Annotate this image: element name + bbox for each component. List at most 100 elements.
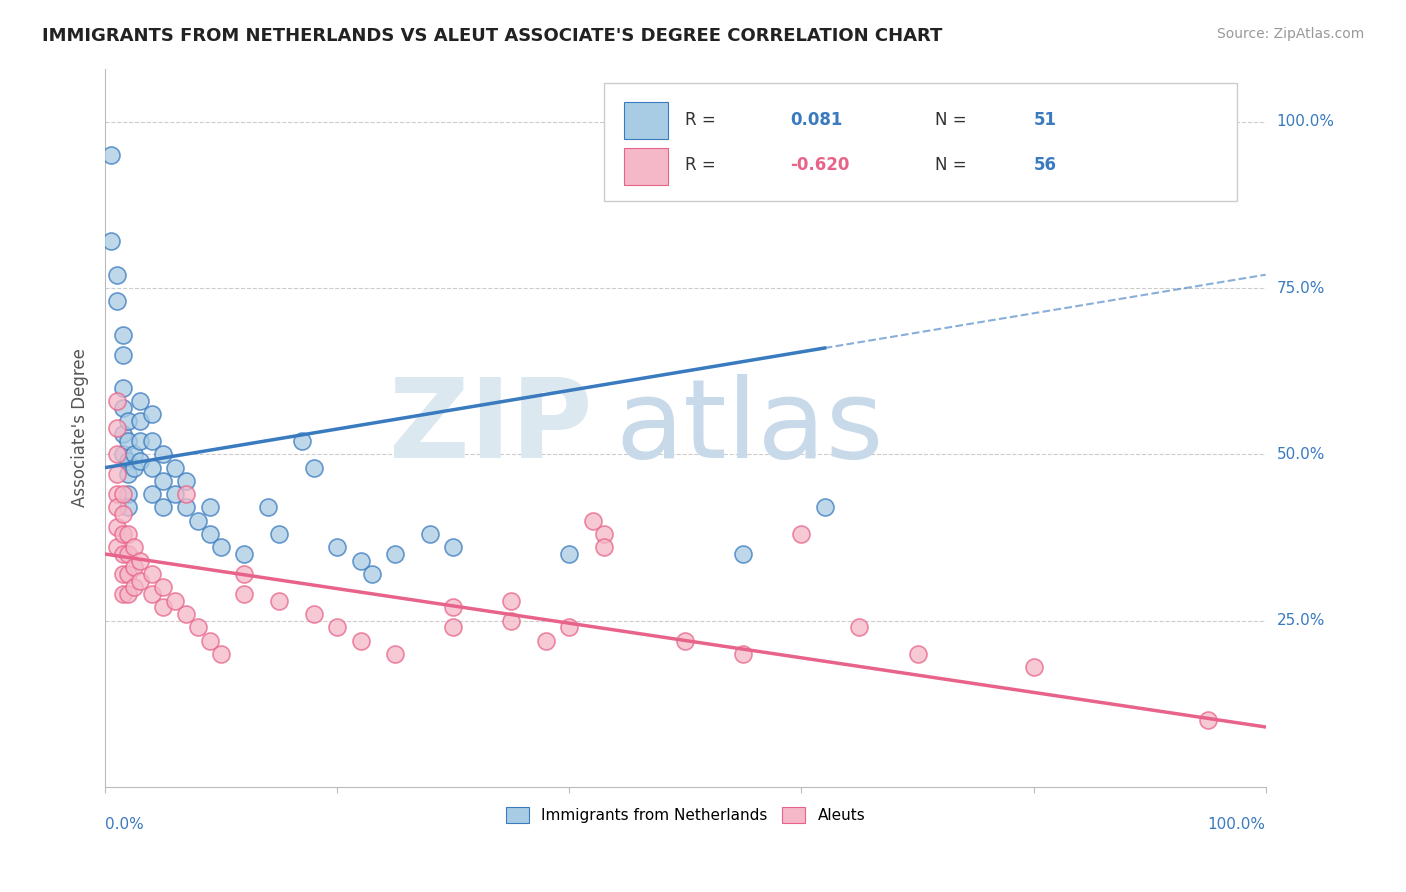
- Point: [269, 527, 291, 541]
- Point: [122, 460, 145, 475]
- Point: [141, 434, 163, 448]
- Text: -0.620: -0.620: [790, 156, 849, 175]
- Point: [593, 541, 616, 555]
- Point: [209, 541, 232, 555]
- Point: [384, 547, 406, 561]
- Point: [187, 514, 209, 528]
- Point: [129, 434, 152, 448]
- Point: [198, 527, 221, 541]
- Point: [111, 381, 134, 395]
- Point: [209, 647, 232, 661]
- Text: R =: R =: [686, 112, 721, 129]
- Point: [163, 487, 186, 501]
- Point: [291, 434, 314, 448]
- Point: [117, 454, 139, 468]
- Text: atlas: atlas: [616, 374, 884, 481]
- Point: [105, 447, 128, 461]
- Text: ZIP: ZIP: [389, 374, 592, 481]
- Bar: [624, 147, 668, 185]
- Point: [111, 527, 134, 541]
- Point: [233, 587, 256, 601]
- Point: [269, 593, 291, 607]
- Point: [326, 620, 349, 634]
- Text: 56: 56: [1033, 156, 1056, 175]
- Point: [534, 633, 557, 648]
- Point: [361, 567, 384, 582]
- Point: [111, 587, 134, 601]
- Point: [122, 447, 145, 461]
- Point: [100, 235, 122, 249]
- Point: [302, 460, 325, 475]
- Bar: [624, 102, 668, 139]
- Point: [129, 394, 152, 409]
- Point: [419, 527, 441, 541]
- Text: 50.0%: 50.0%: [1277, 447, 1324, 462]
- Text: N =: N =: [935, 112, 972, 129]
- Legend: Immigrants from Netherlands, Aleuts: Immigrants from Netherlands, Aleuts: [499, 801, 872, 830]
- Point: [117, 467, 139, 482]
- Point: [441, 620, 464, 634]
- Point: [141, 460, 163, 475]
- Point: [1197, 714, 1219, 728]
- Point: [122, 580, 145, 594]
- Point: [111, 547, 134, 561]
- Point: [117, 567, 139, 582]
- Point: [111, 567, 134, 582]
- Point: [198, 500, 221, 515]
- Point: [117, 414, 139, 428]
- Point: [117, 527, 139, 541]
- Text: 51: 51: [1033, 112, 1056, 129]
- Point: [129, 554, 152, 568]
- Point: [105, 268, 128, 282]
- Point: [302, 607, 325, 621]
- Point: [349, 633, 371, 648]
- Point: [117, 500, 139, 515]
- Point: [117, 487, 139, 501]
- Point: [105, 541, 128, 555]
- Point: [501, 614, 523, 628]
- Point: [198, 633, 221, 648]
- Point: [129, 574, 152, 588]
- Text: N =: N =: [935, 156, 972, 175]
- Point: [117, 547, 139, 561]
- Point: [105, 520, 128, 534]
- Point: [558, 547, 581, 561]
- Text: Source: ZipAtlas.com: Source: ZipAtlas.com: [1216, 27, 1364, 41]
- Point: [558, 620, 581, 634]
- Point: [233, 567, 256, 582]
- Point: [152, 500, 174, 515]
- Point: [111, 427, 134, 442]
- Point: [100, 148, 122, 162]
- Point: [122, 541, 145, 555]
- Point: [163, 593, 186, 607]
- Y-axis label: Associate's Degree: Associate's Degree: [72, 348, 89, 508]
- Point: [105, 467, 128, 482]
- Text: 0.0%: 0.0%: [105, 817, 143, 832]
- Point: [907, 647, 929, 661]
- Point: [152, 474, 174, 488]
- Point: [233, 547, 256, 561]
- Point: [111, 447, 134, 461]
- Point: [105, 487, 128, 501]
- Point: [152, 447, 174, 461]
- Point: [117, 587, 139, 601]
- Point: [105, 420, 128, 434]
- Point: [441, 541, 464, 555]
- Point: [129, 414, 152, 428]
- Text: R =: R =: [686, 156, 721, 175]
- Point: [733, 547, 755, 561]
- Point: [141, 587, 163, 601]
- Point: [848, 620, 870, 634]
- Point: [117, 434, 139, 448]
- Point: [581, 514, 603, 528]
- Point: [111, 507, 134, 521]
- Point: [675, 633, 697, 648]
- Point: [176, 487, 198, 501]
- Point: [733, 647, 755, 661]
- Point: [176, 500, 198, 515]
- Point: [111, 487, 134, 501]
- Point: [326, 541, 349, 555]
- Point: [152, 600, 174, 615]
- Point: [176, 607, 198, 621]
- Point: [1022, 660, 1045, 674]
